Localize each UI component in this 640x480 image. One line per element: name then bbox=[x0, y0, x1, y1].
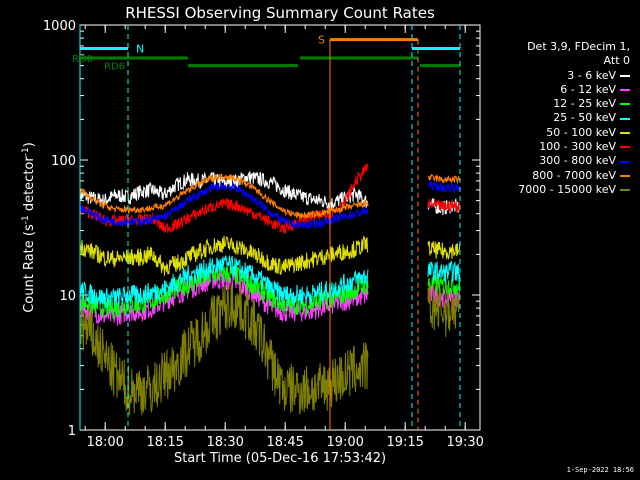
legend-swatch bbox=[620, 131, 630, 134]
x-tick-label: 19:30 bbox=[446, 435, 483, 450]
legend-label: 7000 - 15000 keV bbox=[518, 182, 616, 196]
legend-label: 50 - 100 keV bbox=[546, 125, 616, 139]
legend-header-1: Det 3,9, FDecim 1, bbox=[527, 40, 630, 53]
series-line-segment-2 bbox=[427, 260, 461, 284]
legend-swatch bbox=[620, 117, 630, 120]
x-tick-label: 19:15 bbox=[386, 435, 423, 450]
legend-label: 800 - 7000 keV bbox=[532, 168, 616, 182]
x-tick-label: 18:15 bbox=[146, 435, 183, 450]
y-tick-label: 1000 bbox=[43, 19, 76, 34]
legend-entry: 50 - 100 keV bbox=[470, 126, 630, 140]
legend-entry: 3 - 6 keV bbox=[470, 69, 630, 83]
legend: Det 3,9, FDecim 1, Att 0 3 - 6 keV 6 - 12… bbox=[470, 40, 630, 197]
legend-label: 100 - 300 keV bbox=[539, 140, 616, 154]
x-tick-label: 18:30 bbox=[206, 435, 243, 450]
x-axis-label: Start Time (05-Dec-16 17:53:42) bbox=[174, 451, 386, 466]
series-3-6-kev bbox=[79, 171, 461, 216]
legend-entry: 800 - 7000 keV bbox=[470, 169, 630, 183]
series-50-100-kev bbox=[79, 235, 461, 276]
legend-entry: 12 - 25 keV bbox=[470, 97, 630, 111]
series-line bbox=[79, 255, 369, 309]
legend-entry: 300 - 800 keV bbox=[470, 154, 630, 168]
legend-label: 12 - 25 keV bbox=[553, 97, 616, 111]
y-axis-label: Count Rate (s-1 detector-1) bbox=[21, 142, 37, 313]
legend-swatch bbox=[620, 74, 630, 77]
series-line-segment-2 bbox=[427, 198, 461, 213]
legend-entry: 25 - 50 keV bbox=[470, 111, 630, 125]
legend-swatch bbox=[620, 103, 630, 106]
series-line bbox=[79, 182, 369, 230]
timestamp-label: 1-Sep-2022 18:56 bbox=[566, 466, 634, 474]
series-300-800-kev bbox=[79, 181, 461, 230]
series-line-segment-2 bbox=[427, 241, 461, 261]
legend-entry: 6 - 12 keV bbox=[470, 83, 630, 97]
legend-swatch bbox=[620, 160, 630, 163]
series-25-50-kev bbox=[79, 255, 461, 309]
rd6-label: RD6 bbox=[104, 62, 125, 73]
saa-label: S bbox=[318, 34, 325, 47]
legend-label: 3 - 6 keV bbox=[567, 68, 616, 82]
series-line-segment-2 bbox=[427, 282, 461, 338]
y-tick-label: 10 bbox=[59, 289, 76, 304]
night-label: N bbox=[136, 42, 144, 55]
legend-label: 25 - 50 keV bbox=[553, 111, 616, 125]
legend-label: 300 - 800 keV bbox=[539, 154, 616, 168]
legend-entry: 100 - 300 keV bbox=[470, 140, 630, 154]
legend-header-2: Att 0 bbox=[603, 54, 630, 68]
legend-label: 6 - 12 keV bbox=[560, 82, 616, 96]
chart-title: RHESSI Observing Summary Count Rates bbox=[125, 4, 435, 22]
x-tick-label: 18:00 bbox=[86, 435, 123, 450]
series-line-segment-2 bbox=[427, 274, 461, 297]
y-tick-label: 1 bbox=[68, 424, 76, 439]
legend-entry: 7000 - 15000 keV bbox=[470, 183, 630, 197]
legend-swatch bbox=[620, 189, 630, 192]
series-line-segment-2 bbox=[427, 173, 461, 185]
series-line bbox=[79, 235, 369, 276]
legend-swatch bbox=[620, 89, 630, 92]
legend-swatch bbox=[620, 146, 630, 149]
x-tick-label: 18:45 bbox=[266, 435, 303, 450]
series-line-segment-2 bbox=[427, 181, 461, 194]
x-tick-label: 19:00 bbox=[326, 435, 363, 450]
y-tick-label: 100 bbox=[51, 154, 76, 169]
rd0-label: RD0 bbox=[72, 54, 93, 65]
legend-swatch bbox=[620, 174, 630, 177]
